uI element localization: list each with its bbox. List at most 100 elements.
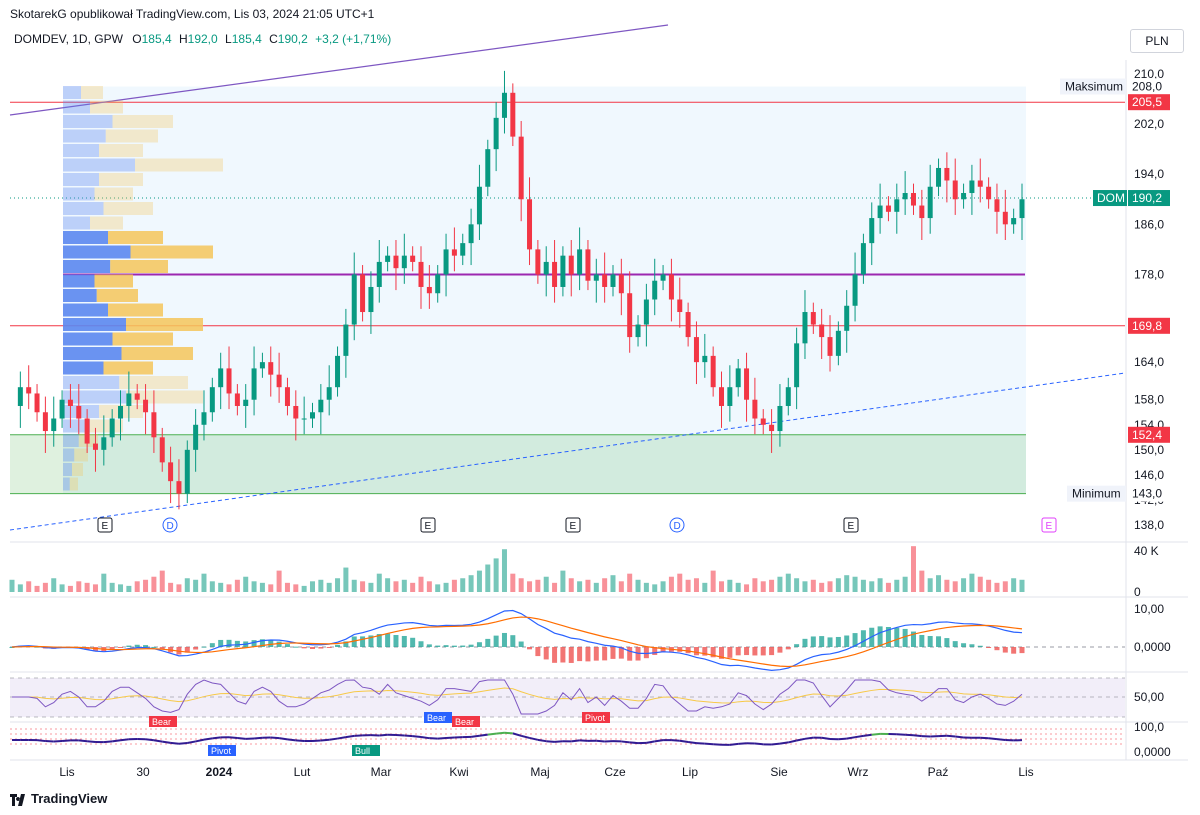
candle-body <box>293 405 299 419</box>
volume-bar <box>351 579 357 592</box>
volume-bar <box>977 576 983 592</box>
pivot-segment <box>796 737 806 742</box>
volume-bar <box>527 581 533 592</box>
volume-profile-bar-up <box>63 144 99 157</box>
candle-body <box>134 393 140 400</box>
candle-body <box>101 437 107 450</box>
event-label: E <box>1046 521 1053 532</box>
candle-body <box>410 255 416 262</box>
candle-body <box>476 186 482 225</box>
candle-body <box>92 443 98 450</box>
macd-hist-bar <box>802 638 808 647</box>
price-tick-label: 158,0 <box>1134 393 1164 407</box>
close-value: 190,2 <box>277 32 308 46</box>
candle-body <box>777 405 783 432</box>
volume-bar <box>810 579 816 592</box>
time-tick-label: Lut <box>294 765 311 779</box>
volume-profile-bar-up <box>63 318 126 331</box>
macd-hist-bar <box>685 647 691 654</box>
time-tick-label: 30 <box>136 765 150 779</box>
volume-bar <box>794 578 800 592</box>
high-value: 192,0 <box>187 32 218 46</box>
pivot-segment <box>445 736 455 740</box>
pivot-annotation-label: Bull <box>355 746 370 756</box>
volume-profile-bar-down <box>81 86 103 99</box>
pivot-segment <box>554 740 563 743</box>
volume-profile-bar-down <box>69 477 78 491</box>
volume-bar <box>9 579 15 592</box>
macd-hist-bar <box>451 645 457 647</box>
pivot-segment <box>738 742 747 745</box>
macd-hist-bar <box>360 636 366 647</box>
candle-body <box>468 224 474 244</box>
macd-hist-bar <box>201 646 207 648</box>
pivot-segment <box>162 740 171 744</box>
macd-histogram <box>9 626 1025 663</box>
volume-bar <box>710 570 716 592</box>
pivot-segment <box>646 740 655 744</box>
candle-body <box>693 337 699 363</box>
volume-bar <box>209 581 215 592</box>
candle-body <box>643 299 649 325</box>
candle-body <box>535 249 541 275</box>
pivot-annotation-badge <box>452 716 480 727</box>
volume-bar <box>59 584 65 592</box>
candle-body <box>485 149 491 187</box>
candle-body <box>552 261 558 287</box>
macd-hist-bar <box>410 637 416 647</box>
candle-body <box>827 337 833 356</box>
pivot-segment <box>913 734 922 738</box>
candle-body <box>151 412 157 438</box>
volume-bar <box>785 573 791 592</box>
candle-body <box>894 199 900 212</box>
pivot-segment <box>988 737 998 741</box>
macd-hist-bar <box>118 647 124 648</box>
volume-profile-bar-down <box>130 245 213 259</box>
pivot-segment <box>412 735 422 739</box>
candle-body <box>318 399 324 413</box>
candle-body <box>585 249 591 281</box>
pivot-segment <box>320 738 330 742</box>
volume-bar <box>67 585 73 592</box>
pivot-segment <box>771 742 781 746</box>
volume-bar <box>360 581 366 592</box>
pivot-segment <box>679 739 689 743</box>
pivot-segment <box>278 737 288 741</box>
tradingview-logo[interactable]: TradingView <box>10 791 107 806</box>
pivot-annotation-badge <box>582 712 610 723</box>
pivot-segment <box>729 742 739 746</box>
macd-hist-bar <box>618 647 624 659</box>
volume-bar <box>485 564 491 592</box>
pivot-segment <box>520 734 530 739</box>
candle-body <box>42 412 48 432</box>
tradingview-logo-icon <box>10 793 25 806</box>
candle-body <box>760 418 766 425</box>
volume-bar <box>643 582 649 592</box>
volume-bar <box>744 584 750 592</box>
pivot-segment <box>546 740 555 743</box>
price-level-badge <box>1128 190 1170 207</box>
volume-bar <box>668 576 674 592</box>
volume-profile-bar-up <box>63 260 111 273</box>
candle-body <box>351 274 357 325</box>
volume-bar <box>902 576 908 592</box>
macd-hist-bar <box>660 647 666 653</box>
candle-body <box>927 186 933 219</box>
volume-bar <box>961 578 967 592</box>
volume-profile-bar-down <box>105 129 158 143</box>
pivot-segment <box>529 736 539 741</box>
macd-hist-bar <box>819 636 825 647</box>
candle-body <box>602 274 608 287</box>
volume-profile-bar-down <box>99 173 143 186</box>
macd-hist-bar <box>159 647 165 650</box>
pivot-segment <box>87 740 96 744</box>
volume-bar <box>468 575 474 592</box>
candle-body <box>335 355 341 388</box>
upper-trendline <box>9 24 669 116</box>
macd-hist-bar <box>902 628 908 647</box>
volume-bar <box>910 546 916 592</box>
candle-body <box>84 418 90 444</box>
volume-bar <box>101 573 107 592</box>
currency-button[interactable]: PLN <box>1130 29 1184 53</box>
